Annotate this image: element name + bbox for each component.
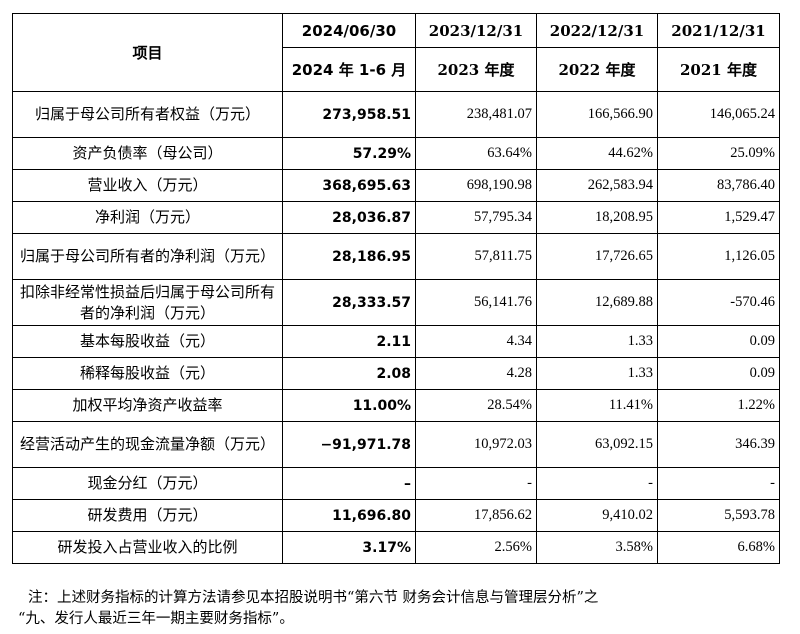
table-row: 研发费用（万元） 11,696.80 17,856.62 9,410.02 5,… (12, 499, 780, 532)
row-value-2022: 17,726.65 (536, 233, 658, 280)
row-value-2023: 4.34 (415, 325, 537, 358)
row-label: 研发费用（万元） (12, 499, 283, 532)
row-current-value: 11.00% (282, 389, 416, 422)
row-value-2021: - (657, 467, 780, 500)
row-value-2023: 57,795.34 (415, 201, 537, 234)
header-date-2021: 2021/12/31 (657, 13, 780, 48)
row-label: 基本每股收益（元） (12, 325, 283, 358)
row-value-2023: 57,811.75 (415, 233, 537, 280)
row-label: 稀释每股收益（元） (12, 357, 283, 390)
row-value-2023: 17,856.62 (415, 499, 537, 532)
footnote-line-1: 注：上述财务指标的计算方法请参见本招股说明书“第六节 财务会计信息与管理层分析”… (28, 590, 599, 606)
row-label: 现金分红（万元） (12, 467, 283, 500)
row-label: 研发投入占营业收入的比例 (12, 531, 283, 564)
row-value-2022: 18,208.95 (536, 201, 658, 234)
row-value-2021: -570.46 (657, 279, 780, 326)
row-value-2022: 166,566.90 (536, 91, 658, 138)
row-value-2022: 9,410.02 (536, 499, 658, 532)
row-value-2023: 2.56% (415, 531, 537, 564)
row-value-2021: 0.09 (657, 325, 780, 358)
row-current-value: 2.08 (282, 357, 416, 390)
row-value-2022: 1.33 (536, 325, 658, 358)
row-value-2022: 12,689.88 (536, 279, 658, 326)
header-date-2023: 2023/12/31 (415, 13, 537, 48)
row-label: 归属于母公司所有者权益（万元） (12, 91, 283, 138)
row-value-2022: 262,583.94 (536, 169, 658, 202)
row-value-2023: 238,481.07 (415, 91, 537, 138)
row-value-2021: 83,786.40 (657, 169, 780, 202)
row-value-2022: 3.58% (536, 531, 658, 564)
row-value-2021: 1,529.47 (657, 201, 780, 234)
row-current-value: 57.29% (282, 137, 416, 170)
row-value-2023: - (415, 467, 537, 500)
row-value-2023: 698,190.98 (415, 169, 537, 202)
row-value-2021: 1.22% (657, 389, 780, 422)
footnote-line-2: “九、发行人最近三年一期主要财务指标”。 (18, 611, 294, 627)
table-row: 研发投入占营业收入的比例 3.17% 2.56% 3.58% 6.68% (12, 531, 780, 564)
row-value-2022: 11.41% (536, 389, 658, 422)
row-value-2022: 44.62% (536, 137, 658, 170)
row-label: 加权平均净资产收益率 (12, 389, 283, 422)
row-label: 净利润（万元） (12, 201, 283, 234)
row-value-2022: 63,092.15 (536, 421, 658, 468)
row-current-value: 28,036.87 (282, 201, 416, 234)
row-value-2023: 4.28 (415, 357, 537, 390)
table-header-row-dates: 项目 2024/06/30 2023/12/31 2022/12/31 2021… (12, 13, 780, 92)
row-value-2021: 0.09 (657, 357, 780, 390)
row-current-value: 28,186.95 (282, 233, 416, 280)
row-label: 营业收入（万元） (12, 169, 283, 202)
row-value-2023: 28.54% (415, 389, 537, 422)
header-item: 项目 (12, 13, 283, 92)
header-period-2023: 2023 年度 (415, 47, 537, 92)
row-value-2021: 146,065.24 (657, 91, 780, 138)
header-current-period: 2024 年 1-6 月 (282, 47, 416, 92)
table-row: 净利润（万元） 28,036.87 57,795.34 18,208.95 1,… (12, 201, 780, 234)
table-row: 归属于母公司所有者的净利润（万元） 28,186.95 57,811.75 17… (12, 233, 780, 280)
row-label: 经营活动产生的现金流量净额（万元） (12, 421, 283, 468)
row-current-value: 28,333.57 (282, 279, 416, 326)
row-value-2023: 56,141.76 (415, 279, 537, 326)
row-current-value: – (282, 467, 416, 500)
row-label: 资产负债率（母公司） (12, 137, 283, 170)
row-current-value: 11,696.80 (282, 499, 416, 532)
row-value-2021: 1,126.05 (657, 233, 780, 280)
row-current-value: 273,958.51 (282, 91, 416, 138)
table-row: 经营活动产生的现金流量净额（万元） −91,971.78 10,972.03 6… (12, 421, 780, 468)
table-row: 稀释每股收益（元） 2.08 4.28 1.33 0.09 (12, 357, 780, 390)
header-current-date: 2024/06/30 (282, 13, 416, 48)
row-label: 归属于母公司所有者的净利润（万元） (12, 233, 283, 280)
header-date-2022: 2022/12/31 (536, 13, 658, 48)
row-current-value: 368,695.63 (282, 169, 416, 202)
table-row: 归属于母公司所有者权益（万元） 273,958.51 238,481.07 16… (12, 91, 780, 138)
table-row: 加权平均净资产收益率 11.00% 28.54% 11.41% 1.22% (12, 389, 780, 422)
row-value-2021: 346.39 (657, 421, 780, 468)
row-value-2022: - (536, 467, 658, 500)
table-row: 现金分红（万元） – - - - (12, 467, 780, 500)
table-row: 扣除非经常性损益后归属于母公司所有者的净利润（万元） 28,333.57 56,… (12, 279, 780, 326)
row-value-2023: 63.64% (415, 137, 537, 170)
table-row: 基本每股收益（元） 2.11 4.34 1.33 0.09 (12, 325, 780, 358)
header-period-2021: 2021 年度 (657, 47, 780, 92)
row-value-2021: 6.68% (657, 531, 780, 564)
row-current-value: 3.17% (282, 531, 416, 564)
row-label: 扣除非经常性损益后归属于母公司所有者的净利润（万元） (12, 279, 283, 326)
financial-indicators-table: 项目 2024/06/30 2023/12/31 2022/12/31 2021… (12, 13, 780, 564)
row-value-2021: 5,593.78 (657, 499, 780, 532)
table-row: 资产负债率（母公司） 57.29% 63.64% 44.62% 25.09% (12, 137, 780, 170)
row-current-value: −91,971.78 (282, 421, 416, 468)
table-header-row-periods: 2024 年 1-6 月 2023 年度 2022 年度 2021 年度 (13, 47, 780, 92)
header-period-2022: 2022 年度 (536, 47, 658, 92)
table-row: 营业收入（万元） 368,695.63 698,190.98 262,583.9… (12, 169, 780, 202)
footnote: 注：上述财务指标的计算方法请参见本招股说明书“第六节 财务会计信息与管理层分析”… (18, 588, 788, 630)
row-value-2023: 10,972.03 (415, 421, 537, 468)
row-value-2021: 25.09% (657, 137, 780, 170)
row-current-value: 2.11 (282, 325, 416, 358)
row-value-2022: 1.33 (536, 357, 658, 390)
